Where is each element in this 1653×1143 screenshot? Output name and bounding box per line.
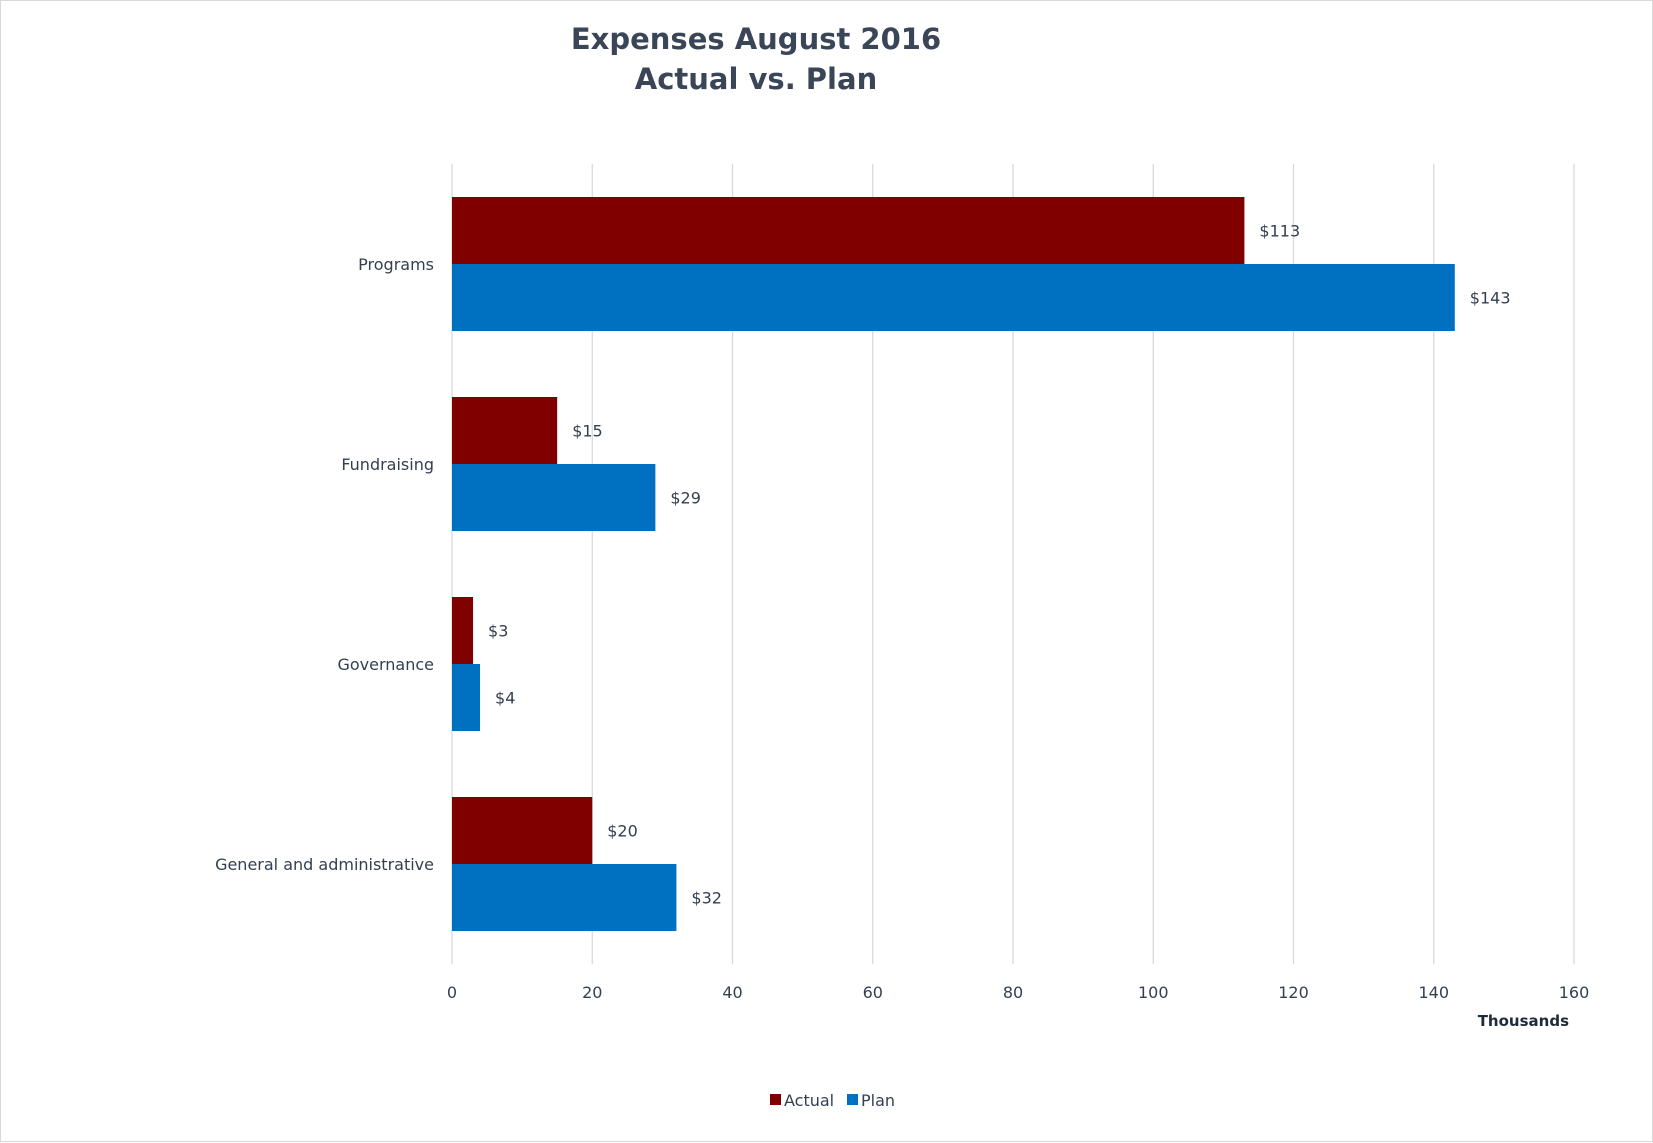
data-label-actual: $20 [607,822,638,841]
data-label-actual: $3 [488,622,508,641]
legend: Actual Plan [770,1091,895,1110]
x-tick-label: 80 [1003,983,1023,1002]
bar-actual [452,397,558,464]
data-label-plan: $32 [691,889,722,908]
data-label-plan: $29 [670,489,701,508]
legend-label-plan: Plan [861,1091,895,1110]
category-label: Fundraising [341,455,434,474]
legend-swatch-actual [770,1094,781,1105]
chart-title: Expenses August 2016 Actual vs. Plan [571,22,941,96]
chart-title-line-1: Expenses August 2016 [571,22,941,56]
category-label: Programs [358,255,434,274]
x-tick-label: 160 [1559,983,1590,1002]
bar-plan [452,264,1455,331]
bar-actual [452,797,593,864]
category-label: General and administrative [215,855,434,874]
category-labels: Programs Fundraising Governance General and… [215,255,434,874]
bar-actual [452,197,1245,264]
x-axis-units-label: Thousands [1478,1012,1569,1030]
x-tick-label: 40 [722,983,742,1002]
data-label-plan: $143 [1470,289,1511,308]
data-label-actual: $113 [1259,222,1300,241]
bar-actual [452,597,474,664]
data-label-actual: $15 [572,422,603,441]
x-tick-label: 0 [447,983,457,1002]
bar-plan [452,664,481,731]
data-label-plan: $4 [495,689,515,708]
bars [452,197,1455,931]
legend-label-actual: Actual [784,1091,834,1110]
data-labels: $113 $143 $15 $29 $3 $4 $20 $32 [488,222,1510,908]
bar-plan [452,864,677,931]
chart-title-line-2: Actual vs. Plan [635,62,877,96]
legend-swatch-plan [847,1094,858,1105]
category-label: Governance [337,655,434,674]
x-tick-label: 140 [1418,983,1449,1002]
x-tick-label: 120 [1278,983,1309,1002]
x-tick-label: 20 [582,983,602,1002]
x-axis-ticks: 0 20 40 60 80 100 120 140 160 [447,983,1589,1002]
bar-plan [452,464,656,531]
x-tick-label: 60 [863,983,883,1002]
x-tick-label: 100 [1138,983,1169,1002]
